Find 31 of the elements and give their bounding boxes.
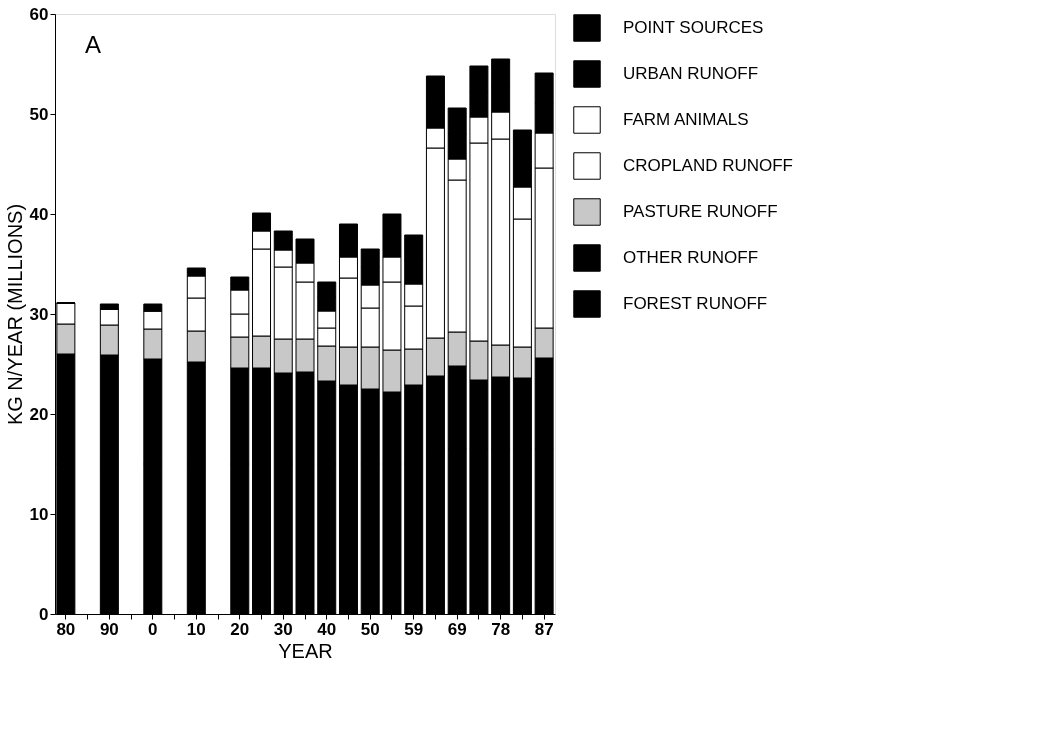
legend-label: OTHER RUNOFF [623,248,759,267]
x-tick-label: 69 [447,619,467,639]
x-tick-label: 0 [148,619,158,639]
legend-label: FOREST RUNOFF [623,294,768,313]
bar [186,267,206,273]
annotation: A [85,31,102,58]
y-tick-label: 40 [29,204,49,224]
x-tick-label: 30 [273,619,293,639]
x-tick-label: 50 [360,619,380,639]
x-tick-label: 20 [230,619,250,639]
x-tick-label: 78 [491,619,511,639]
legend-label: URBAN RUNOFF [623,64,759,83]
x-axis-title: YEAR [278,639,333,662]
y-tick-label: 10 [29,504,49,524]
x-tick-label: 90 [99,619,119,639]
x-tick-label: 10 [186,619,206,639]
y-tick-label: 50 [29,104,49,124]
y-tick-label: 20 [29,404,49,424]
bar [143,303,163,309]
legend-label: PASTURE RUNOFF [623,202,778,221]
y-tick-label: 60 [29,4,49,24]
x-tick-label: 80 [56,619,76,639]
y-axis-title: KG N/YEAR (MILLIONS) [3,203,26,426]
x-tick-label: 87 [534,619,554,639]
legend-label: POINT SOURCES [623,18,764,37]
y-tick-label: 30 [29,304,49,324]
y-tick-label: 0 [39,604,49,624]
x-tick-label: 40 [317,619,337,639]
x-tick-label: 59 [404,619,424,639]
legend-label: CROPLAND RUNOFF [623,156,794,175]
legend-label: FARM ANIMALS [623,110,749,129]
